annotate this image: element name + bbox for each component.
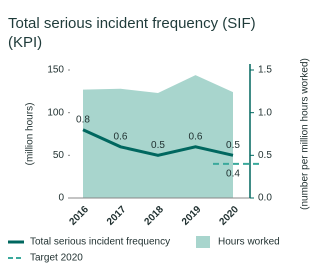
data-label: 0.8 — [76, 114, 90, 125]
y-tick-label: 150 — [47, 65, 64, 76]
data-label: 0.6 — [189, 131, 203, 142]
y-tick-label: 50 — [53, 150, 65, 161]
y2-tick-label: 0.0 — [258, 193, 272, 204]
x-tick-label: 2018 — [142, 204, 166, 228]
y2-tick-label: 1.0 — [258, 107, 272, 118]
data-label: 0.5 — [151, 140, 165, 151]
x-tick-label: 2017 — [105, 204, 129, 228]
y2-tick-label: 0.5 — [258, 150, 272, 161]
data-label: 0.5 — [226, 140, 240, 151]
x-tick-label: 2020 — [217, 204, 241, 228]
chart: Total serious incident frequency (SIF) (… — [8, 15, 311, 264]
legend-label: Hours worked — [218, 237, 280, 248]
x-tick-label: 2016 — [67, 204, 91, 228]
y-tick-label: 100 — [47, 107, 64, 118]
x-tick-label: 2019 — [180, 204, 204, 228]
legend-label: Total serious incident frequency — [30, 237, 170, 248]
chart-title: Total serious incident frequency (SIF) (… — [8, 15, 260, 51]
data-label: 0.6 — [114, 131, 128, 142]
y-tick-label: 0 — [58, 193, 64, 204]
y-axis-label: (million hours) — [25, 103, 36, 166]
line — [82, 128, 234, 157]
legend-label: Target 2020 — [30, 253, 83, 264]
data-label: 0.4 — [226, 169, 240, 180]
y2-tick-label: 1.5 — [258, 65, 272, 76]
legend-swatch — [196, 236, 210, 248]
area — [83, 75, 233, 198]
y2-axis-label: (number per million hours worked) — [300, 58, 311, 210]
